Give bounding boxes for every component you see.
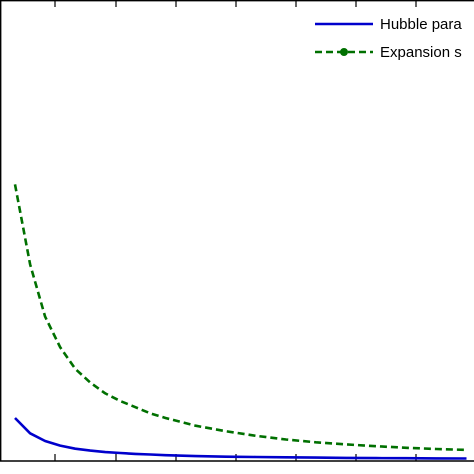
- legend-label-0: Hubble para: [380, 16, 462, 33]
- series-line-1: [13, 184, 467, 452]
- axes: [0, 0, 474, 462]
- legend-marker-1: [340, 48, 348, 56]
- series-line-0: [14, 417, 467, 460]
- plot-area: [13, 184, 467, 460]
- legend: Hubble para Expansion s: [315, 16, 462, 61]
- legend-label-1: Expansion s: [380, 44, 462, 61]
